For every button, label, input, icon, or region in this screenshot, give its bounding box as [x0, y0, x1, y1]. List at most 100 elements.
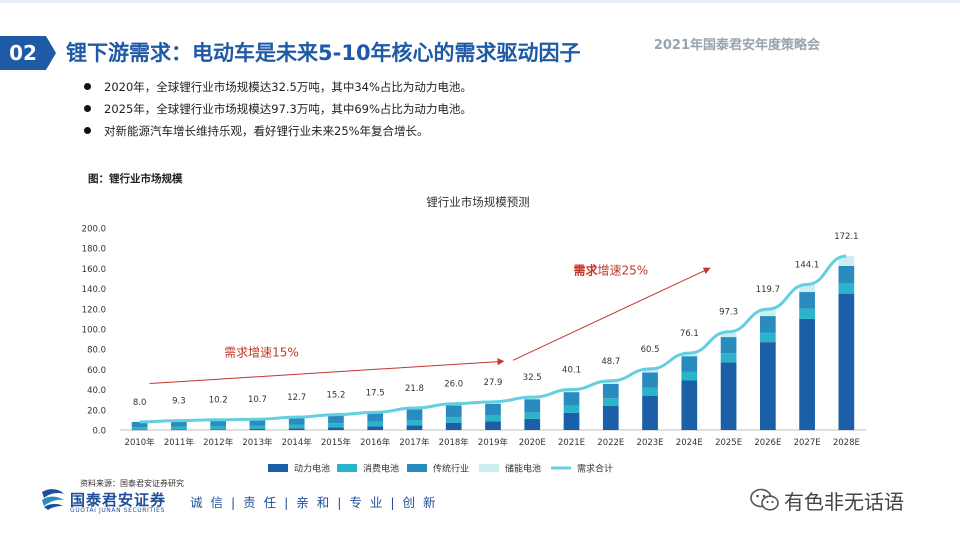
bar-segment [838, 283, 855, 294]
legend-label: 消费电池 [363, 463, 399, 475]
x-tick-label: 2027E [794, 438, 821, 448]
x-tick-label: 2016年 [360, 437, 391, 448]
bar-segment [720, 331, 737, 338]
bar-segment [171, 426, 187, 430]
growth-annotation-15: 需求增速15% [224, 345, 299, 359]
bar-segment [406, 409, 423, 421]
bar-segment [288, 424, 305, 429]
bar-segment [642, 395, 658, 430]
data-label: 76.1 [680, 329, 699, 339]
total-demand-line [139, 254, 847, 424]
data-label: 9.3 [172, 397, 186, 407]
data-label: 15.2 [326, 391, 345, 401]
y-tick-label: 160.0 [82, 265, 106, 275]
legend-swatch [407, 464, 427, 472]
bar-segment [838, 293, 855, 430]
bar-segment [210, 429, 227, 430]
bar-segment [524, 418, 541, 430]
y-tick-label: 180.0 [82, 245, 106, 255]
data-label: 8.0 [133, 398, 147, 408]
bar-segment [249, 419, 266, 426]
data-label: 17.5 [366, 388, 385, 398]
bar-segment [406, 425, 423, 430]
bar-segment [406, 420, 423, 426]
legend-swatch [479, 464, 499, 472]
bar-segment [288, 417, 305, 425]
legend-label: 动力电池 [294, 463, 330, 475]
bullet-item: 对新能源汽车增长维持乐观，看好锂行业未来25%年复合增长。 [84, 120, 472, 142]
figure-label: 图：锂行业市场规模 [88, 173, 183, 185]
chart-axes: 0.0 20.0 40.0 60.0 80.0 100.0 120.0 140.0 160.0 1… [82, 225, 866, 448]
bar-segment [485, 415, 501, 422]
y-tick-label: 100.0 [82, 326, 106, 336]
growth-annotation-25: 需求增速25% [573, 262, 648, 277]
chart-bars [131, 256, 855, 431]
growth-arrow-15 [149, 358, 505, 385]
legend-swatch [337, 464, 357, 472]
bar-segment [720, 337, 737, 354]
bar-segment [249, 428, 266, 430]
bar-segment [759, 342, 776, 430]
section-badge-arrow [46, 36, 56, 70]
y-tick-label: 60.0 [87, 366, 106, 376]
bar-segment [602, 383, 619, 399]
bar-segment [131, 427, 148, 430]
bar-segment [681, 371, 698, 381]
bar-segment [445, 417, 462, 423]
bullet-item: 2020年，全球锂行业市场规模达32.5万吨，其中34%占比为动力电池。 [84, 76, 472, 98]
x-tick-label: 2017年 [399, 437, 430, 448]
bar-segment [720, 362, 737, 430]
data-label: 10.2 [209, 396, 228, 406]
bar-segment [799, 284, 815, 293]
bar-segment [681, 356, 698, 372]
x-tick-label: 2010年 [125, 437, 156, 448]
bullet-dot-icon [84, 83, 91, 90]
bar-segment [485, 403, 501, 416]
y-tick-label: 20.0 [87, 406, 106, 416]
bar-segment [799, 318, 815, 430]
wechat-icon [750, 488, 779, 511]
data-label: 48.7 [601, 357, 620, 367]
x-tick-label: 2025E [715, 438, 742, 448]
data-label: 26.0 [444, 380, 463, 390]
x-tick-label: 2011年 [164, 437, 195, 448]
bar-segment [485, 421, 501, 430]
chart-title: 锂行业市场规模预测 [426, 195, 530, 209]
bullet-text: 对新能源汽车增长维持乐观，看好锂行业未来25%年复合增长。 [104, 124, 429, 138]
bullet-text: 2025年，全球锂行业市场规模达97.3万吨，其中69%占比为动力电池。 [104, 102, 472, 116]
bar-segment [759, 316, 776, 333]
chart-legend: 动力电池 消费电池 传统行业 储能电池 需求合计 [268, 463, 613, 475]
page-title: 锂下游需求：电动车是未来5-10年核心的需求驱动因子 [66, 41, 581, 65]
chart-data-labels: 8.0 9.3 10.2 10.7 12.7 15.2 17.5 21.8 26.0 27.9 32… [133, 232, 859, 408]
event-label: 2021年国泰君安年度策略会 [653, 38, 820, 53]
bar-segment [131, 429, 148, 431]
x-tick-label: 2012年 [203, 437, 234, 448]
bar-segment [171, 420, 187, 427]
x-tick-label: 2018年 [439, 437, 470, 448]
y-tick-label: 80.0 [87, 346, 106, 356]
x-tick-label: 2028E [833, 438, 860, 448]
data-label: 97.3 [719, 308, 738, 318]
x-tick-label: 2024E [676, 438, 703, 448]
bullet-text: 2020年，全球锂行业市场规模达32.5万吨，其中34%占比为动力电池。 [104, 80, 472, 94]
bar-segment [249, 425, 266, 429]
bar-segment [681, 353, 698, 357]
bullet-dot-icon [84, 127, 91, 134]
x-tick-label: 2026E [754, 438, 781, 448]
source-note: 资料来源：国泰君安证券研究 [80, 479, 184, 488]
x-tick-label: 2020E [519, 438, 546, 448]
guotai-junan-logo-icon [42, 489, 64, 510]
bullet-item: 2025年，全球锂行业市场规模达97.3万吨，其中69%占比为动力电池。 [84, 98, 472, 120]
bar-segment [563, 405, 580, 413]
bar-segment [367, 426, 384, 430]
data-label: 12.7 [287, 393, 306, 403]
x-tick-label: 2019年 [478, 437, 509, 448]
bar-segment [210, 425, 227, 430]
data-label: 10.7 [248, 395, 267, 405]
data-label: 119.7 [756, 285, 780, 295]
data-label: 21.8 [405, 384, 424, 394]
top-accent-line [0, 0, 960, 3]
bar-segment [681, 380, 698, 430]
bar-segment [602, 380, 619, 384]
